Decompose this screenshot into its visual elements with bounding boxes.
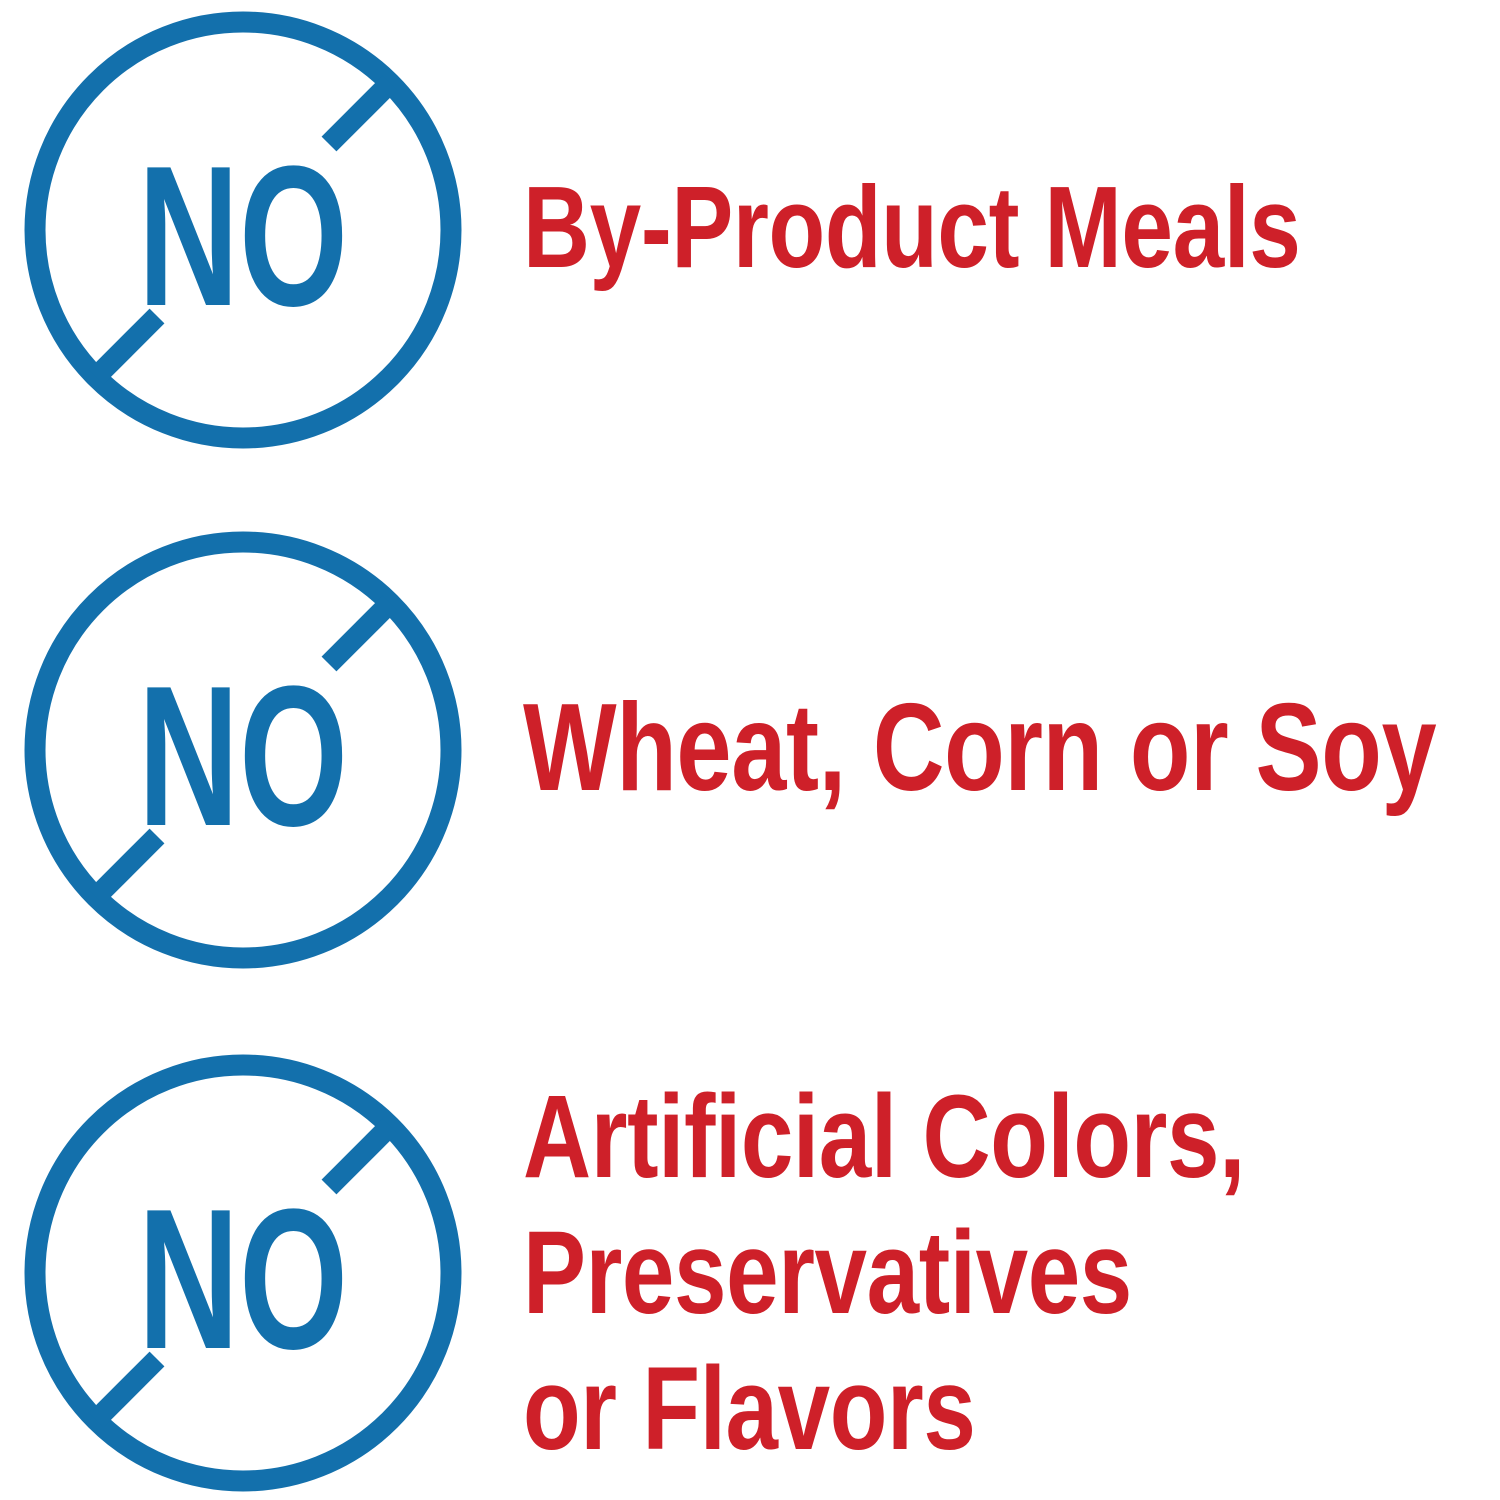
no-prohibition-circle-icon: NO [18,525,468,975]
no-prohibition-circle-icon: NO [18,1048,468,1498]
claim-line: or Flavors [523,1342,976,1475]
claim-row: NO Wheat, Corn or Soy [0,525,1500,975]
badge-no-label: NO [138,645,348,868]
claim-line: Preservatives [523,1206,1132,1339]
claim-text-block: Wheat, Corn or Soy [468,686,1500,810]
claim-line: By-Product Meals [523,162,1301,292]
claim-text-block: By-Product Meals [468,169,1500,285]
claim-row: NO Artificial Colors, Preservatives or F… [0,1045,1500,1500]
no-prohibition-circle-icon: NO [18,5,468,455]
claim-line: Artificial Colors, [523,1070,1245,1203]
badge-no-label: NO [138,1168,348,1391]
claim-line: Wheat, Corn or Soy [523,679,1437,817]
badge-no-label: NO [138,125,348,348]
claim-text-block: Artificial Colors, Preservatives or Flav… [468,1078,1500,1468]
claim-row: NO By-Product Meals [0,5,1500,455]
